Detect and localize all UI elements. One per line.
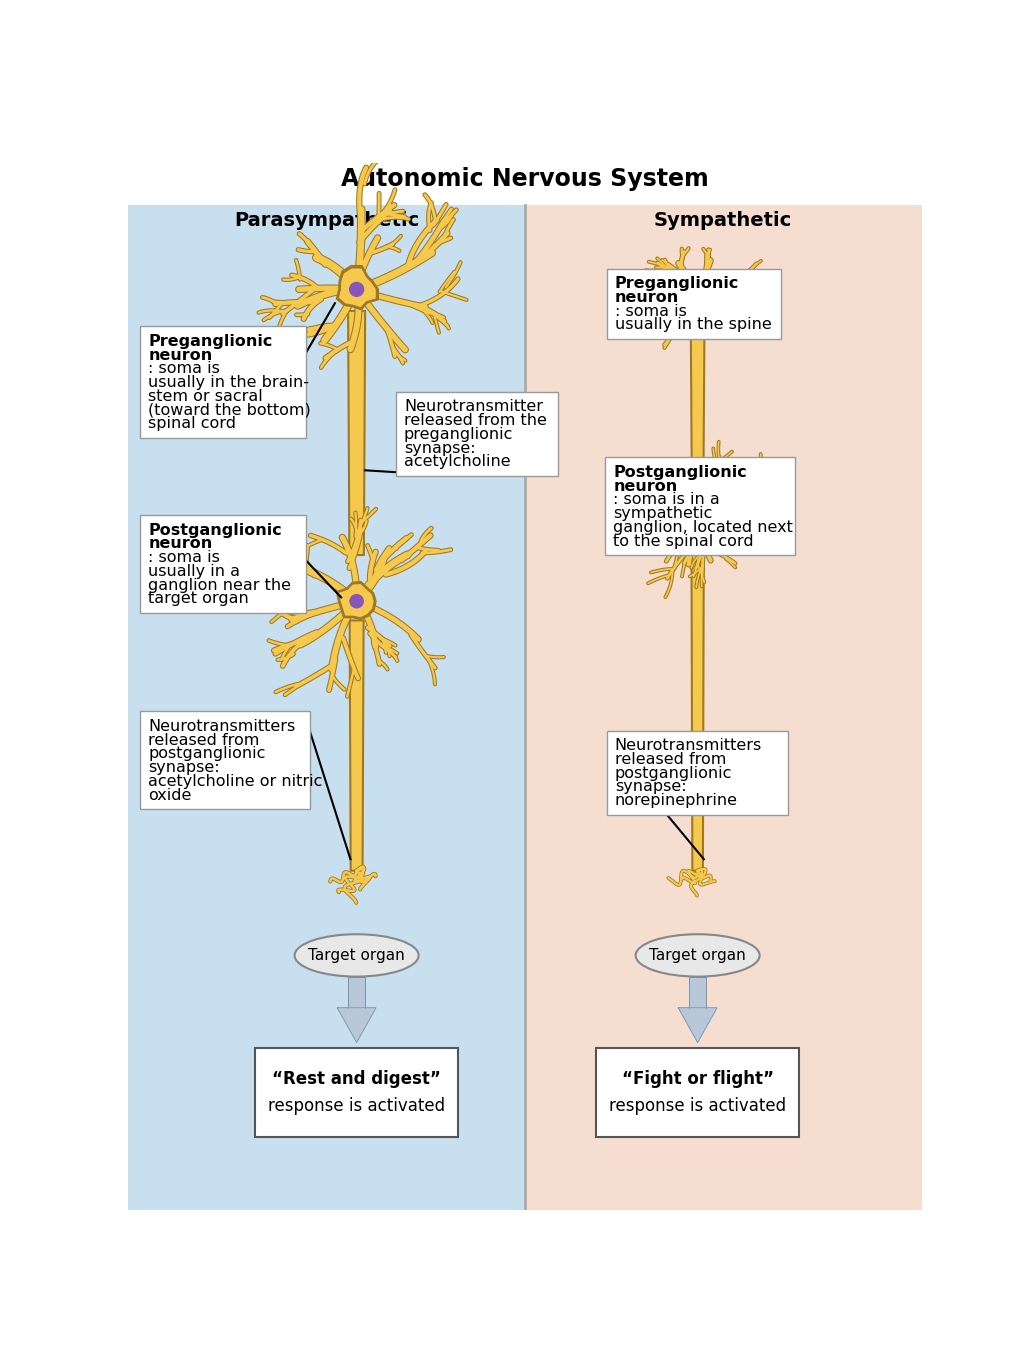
Polygon shape — [690, 306, 705, 462]
Text: released from: released from — [148, 733, 259, 747]
Bar — [128, 205, 524, 1210]
Text: acetylcholine or nitric: acetylcholine or nitric — [148, 773, 323, 790]
Polygon shape — [349, 621, 364, 871]
FancyBboxPatch shape — [140, 515, 306, 613]
Text: released from: released from — [614, 752, 726, 766]
FancyBboxPatch shape — [255, 1048, 458, 1137]
FancyBboxPatch shape — [140, 711, 310, 809]
Polygon shape — [683, 275, 711, 304]
Text: ganglion near the: ganglion near the — [148, 578, 291, 593]
FancyBboxPatch shape — [597, 1048, 799, 1137]
Bar — [524, 205, 922, 1210]
Text: postganglionic: postganglionic — [614, 765, 732, 780]
Text: usually in the spine: usually in the spine — [614, 318, 771, 333]
Text: neuron: neuron — [148, 348, 212, 363]
Text: : soma is: : soma is — [148, 550, 220, 565]
Polygon shape — [348, 311, 366, 554]
Text: response is activated: response is activated — [609, 1097, 786, 1116]
Text: sympathetic: sympathetic — [613, 506, 713, 520]
Polygon shape — [337, 265, 379, 310]
Text: preganglionic: preganglionic — [403, 427, 513, 442]
Text: Neurotransmitters: Neurotransmitters — [614, 738, 762, 753]
Text: Neurotransmitters: Neurotransmitters — [148, 719, 295, 734]
Text: Preganglionic: Preganglionic — [614, 276, 739, 291]
Bar — [348, 977, 366, 1008]
Circle shape — [350, 595, 364, 607]
Text: synapse:: synapse: — [614, 780, 686, 795]
Ellipse shape — [636, 934, 760, 977]
FancyBboxPatch shape — [607, 269, 780, 338]
Text: postganglionic: postganglionic — [148, 746, 265, 761]
FancyBboxPatch shape — [607, 731, 788, 814]
Text: (toward the bottom): (toward the bottom) — [148, 402, 311, 417]
Text: Target organ: Target organ — [308, 949, 406, 964]
Text: response is activated: response is activated — [268, 1097, 445, 1116]
Text: spinal cord: spinal cord — [148, 416, 237, 431]
Text: : soma is: : soma is — [148, 361, 220, 376]
FancyBboxPatch shape — [605, 457, 795, 554]
Polygon shape — [337, 1008, 376, 1042]
Text: usually in a: usually in a — [148, 564, 241, 579]
Text: norepinephrine: norepinephrine — [614, 794, 737, 809]
Text: Target organ: Target organ — [649, 949, 746, 964]
Polygon shape — [337, 582, 376, 620]
Polygon shape — [683, 496, 711, 519]
Bar — [689, 977, 707, 1008]
Text: : soma is in a: : soma is in a — [613, 492, 720, 507]
FancyBboxPatch shape — [140, 326, 306, 438]
Polygon shape — [691, 526, 703, 871]
Circle shape — [349, 283, 364, 296]
Text: synapse:: synapse: — [148, 760, 220, 775]
Text: “Rest and digest”: “Rest and digest” — [272, 1070, 441, 1087]
Text: neuron: neuron — [614, 289, 679, 304]
Text: to the spinal cord: to the spinal cord — [613, 534, 754, 549]
Ellipse shape — [295, 934, 419, 977]
Polygon shape — [681, 273, 713, 307]
Text: ganglion, located next: ganglion, located next — [613, 520, 793, 535]
Circle shape — [692, 284, 703, 295]
Text: usually in the brain-: usually in the brain- — [148, 375, 309, 390]
Text: synapse:: synapse: — [403, 440, 475, 455]
Text: “Fight or flight”: “Fight or flight” — [622, 1070, 773, 1087]
Text: oxide: oxide — [148, 788, 191, 803]
Text: Sympathetic: Sympathetic — [654, 211, 793, 230]
FancyBboxPatch shape — [396, 391, 558, 476]
Text: Postganglionic: Postganglionic — [148, 523, 282, 538]
Text: neuron: neuron — [613, 478, 678, 493]
Text: : soma is: : soma is — [614, 303, 686, 319]
Text: Preganglionic: Preganglionic — [148, 334, 272, 349]
Polygon shape — [678, 1008, 717, 1042]
Polygon shape — [681, 493, 713, 522]
Text: Neurotransmitter: Neurotransmitter — [403, 400, 543, 414]
Text: acetylcholine: acetylcholine — [403, 454, 511, 469]
Text: Parasympathetic: Parasympathetic — [233, 211, 419, 230]
Text: Autonomic Nervous System: Autonomic Nervous System — [341, 167, 709, 192]
Text: target organ: target organ — [148, 591, 249, 606]
Polygon shape — [339, 269, 376, 307]
Text: released from the: released from the — [403, 413, 547, 428]
Polygon shape — [339, 584, 374, 617]
Circle shape — [692, 503, 703, 515]
Text: neuron: neuron — [148, 537, 212, 552]
Text: stem or sacral: stem or sacral — [148, 389, 263, 404]
Text: Postganglionic: Postganglionic — [613, 465, 746, 480]
